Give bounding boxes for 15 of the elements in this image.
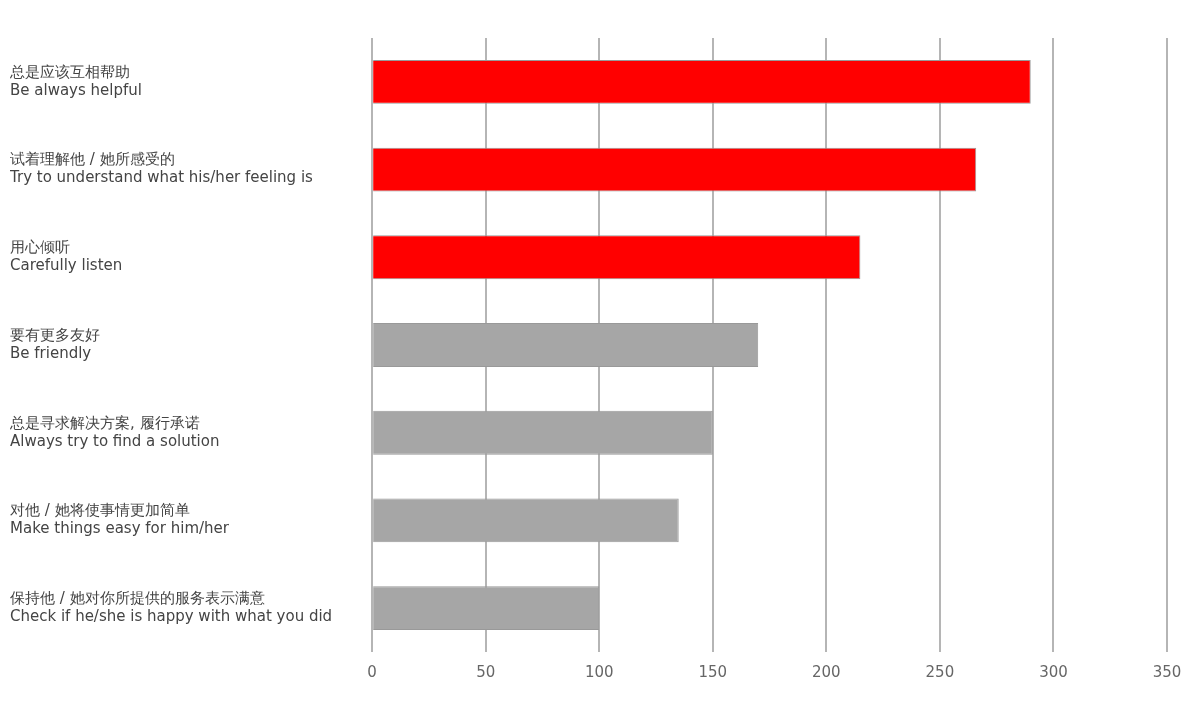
- x-tick-label: 50: [476, 662, 496, 681]
- y-tick-label: 试着理解他 / 她所感受的 Try to understand what his/her feeling is: [9, 150, 314, 187]
- x-tick-label: 300: [1039, 662, 1068, 681]
- x-tick-label: 0: [367, 662, 377, 681]
- y-tick-label: 总是寻求解决方案, 履行承诺 Always try to find a solution: [9, 413, 220, 450]
- x-tick-label: 350: [1152, 662, 1182, 681]
- x-tick-label: 100: [584, 662, 614, 681]
- y-tick-label: 总是应该互相帮助 Be always helpful: [9, 62, 142, 99]
- y-tick-label: 对他 / 她将使事情更加简单 Make things easy for him/her: [10, 501, 230, 538]
- y-tick-label: 要有更多友好 Be friendly: [10, 325, 100, 362]
- y-tick-label: 保持他 / 她对你所提供的服务表示满意 Check if he/she is happy with what you did: [10, 589, 333, 626]
- y-tick-label: 用心倾听 Carefully listen: [10, 238, 123, 275]
- x-tick-label: 200: [812, 662, 841, 681]
- x-tick-label: 250: [925, 662, 955, 681]
- x-tick-label: 150: [698, 662, 728, 681]
